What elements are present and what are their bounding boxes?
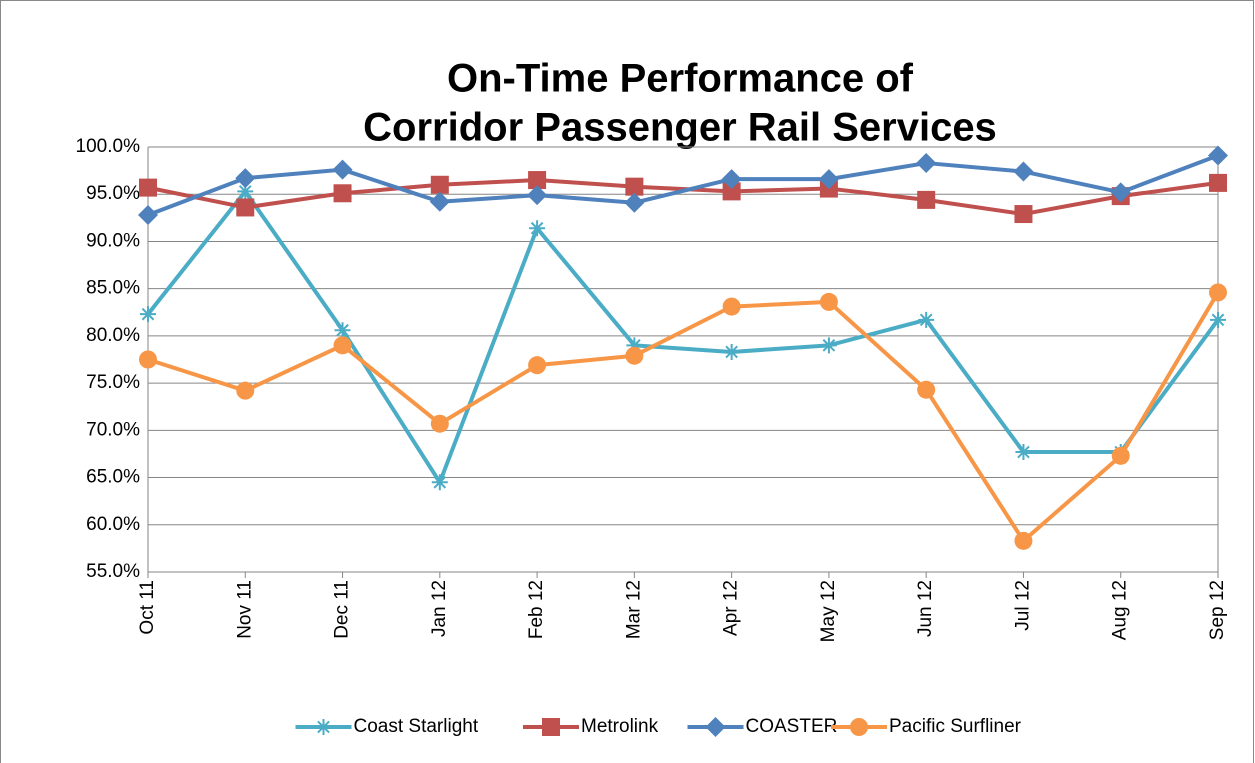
marker: [1013, 161, 1034, 182]
marker: [334, 322, 351, 339]
marker: [315, 719, 332, 735]
marker: [917, 380, 936, 399]
marker: [626, 337, 643, 354]
marker: [624, 192, 645, 213]
marker: [916, 153, 937, 174]
marker: [1111, 446, 1130, 465]
x-tick-label: Sep 12: [1207, 580, 1228, 640]
y-tick-label: 75.0%: [86, 372, 140, 393]
y-tick-label: 55.0%: [86, 561, 140, 582]
x-tick-label: Mar 12: [623, 580, 644, 639]
marker: [1014, 205, 1033, 224]
x-tick-label: May 12: [818, 580, 839, 642]
y-tick-label: 100.0%: [76, 136, 141, 157]
marker: [625, 177, 644, 196]
marker: [332, 159, 353, 180]
x-tick-label: Nov 11: [234, 580, 255, 639]
marker: [140, 306, 156, 323]
x-tick-label: Aug 12: [1110, 580, 1131, 640]
marker: [818, 169, 839, 190]
marker: [431, 474, 448, 491]
marker: [819, 292, 838, 311]
marker: [850, 718, 868, 736]
x-tick-label: Oct 11: [137, 580, 158, 635]
x-tick-label: Jul 12: [1012, 580, 1033, 631]
marker: [333, 184, 352, 203]
chart-title: On-Time Performance of: [447, 57, 914, 101]
marker: [918, 311, 935, 328]
legend-label: Metrolink: [581, 716, 659, 737]
marker: [236, 381, 255, 400]
y-tick-label: 80.0%: [86, 325, 140, 346]
marker: [721, 169, 742, 190]
chart-title: Corridor Passenger Rail Services: [363, 106, 997, 150]
marker: [236, 198, 255, 217]
marker: [722, 297, 741, 316]
marker: [542, 718, 560, 736]
marker: [1110, 182, 1131, 203]
y-tick-label: 90.0%: [86, 230, 140, 251]
marker: [139, 350, 157, 369]
marker: [235, 168, 256, 189]
marker: [917, 190, 936, 209]
marker: [1209, 173, 1227, 192]
legend-label: Coast Starlight: [354, 716, 479, 737]
marker: [625, 346, 644, 365]
marker: [237, 183, 254, 200]
x-tick-label: Dec 11: [332, 580, 353, 639]
marker: [1014, 531, 1033, 550]
marker: [820, 337, 837, 354]
x-tick-label: Feb 12: [526, 580, 547, 639]
marker: [430, 175, 449, 194]
y-tick-label: 85.0%: [86, 278, 140, 299]
series-line: [146, 189, 1220, 485]
marker: [528, 171, 547, 190]
marker: [528, 356, 547, 375]
x-tick-label: Apr 12: [721, 580, 742, 636]
legend-label: COASTER: [746, 716, 838, 737]
marker: [1209, 283, 1227, 302]
marker: [430, 414, 449, 433]
marker: [429, 191, 450, 212]
marker: [723, 343, 740, 360]
marker: [1015, 444, 1032, 461]
marker: [722, 182, 741, 201]
series-line: [147, 291, 1220, 543]
series-line: [147, 153, 1219, 217]
marker: [333, 336, 352, 355]
x-tick-label: Jan 12: [429, 580, 450, 637]
marker: [527, 185, 548, 206]
marker: [139, 178, 157, 197]
x-tick-label: Jun 12: [915, 580, 936, 637]
marker: [1208, 145, 1228, 166]
marker: [138, 205, 158, 225]
marker: [529, 220, 546, 237]
marker: [705, 717, 726, 737]
y-tick-label: 95.0%: [86, 183, 140, 204]
y-tick-label: 70.0%: [86, 419, 140, 440]
y-tick-label: 60.0%: [86, 514, 140, 535]
legend-label: Pacific Surfliner: [889, 716, 1022, 737]
marker: [1210, 311, 1226, 328]
y-tick-label: 65.0%: [86, 467, 140, 488]
